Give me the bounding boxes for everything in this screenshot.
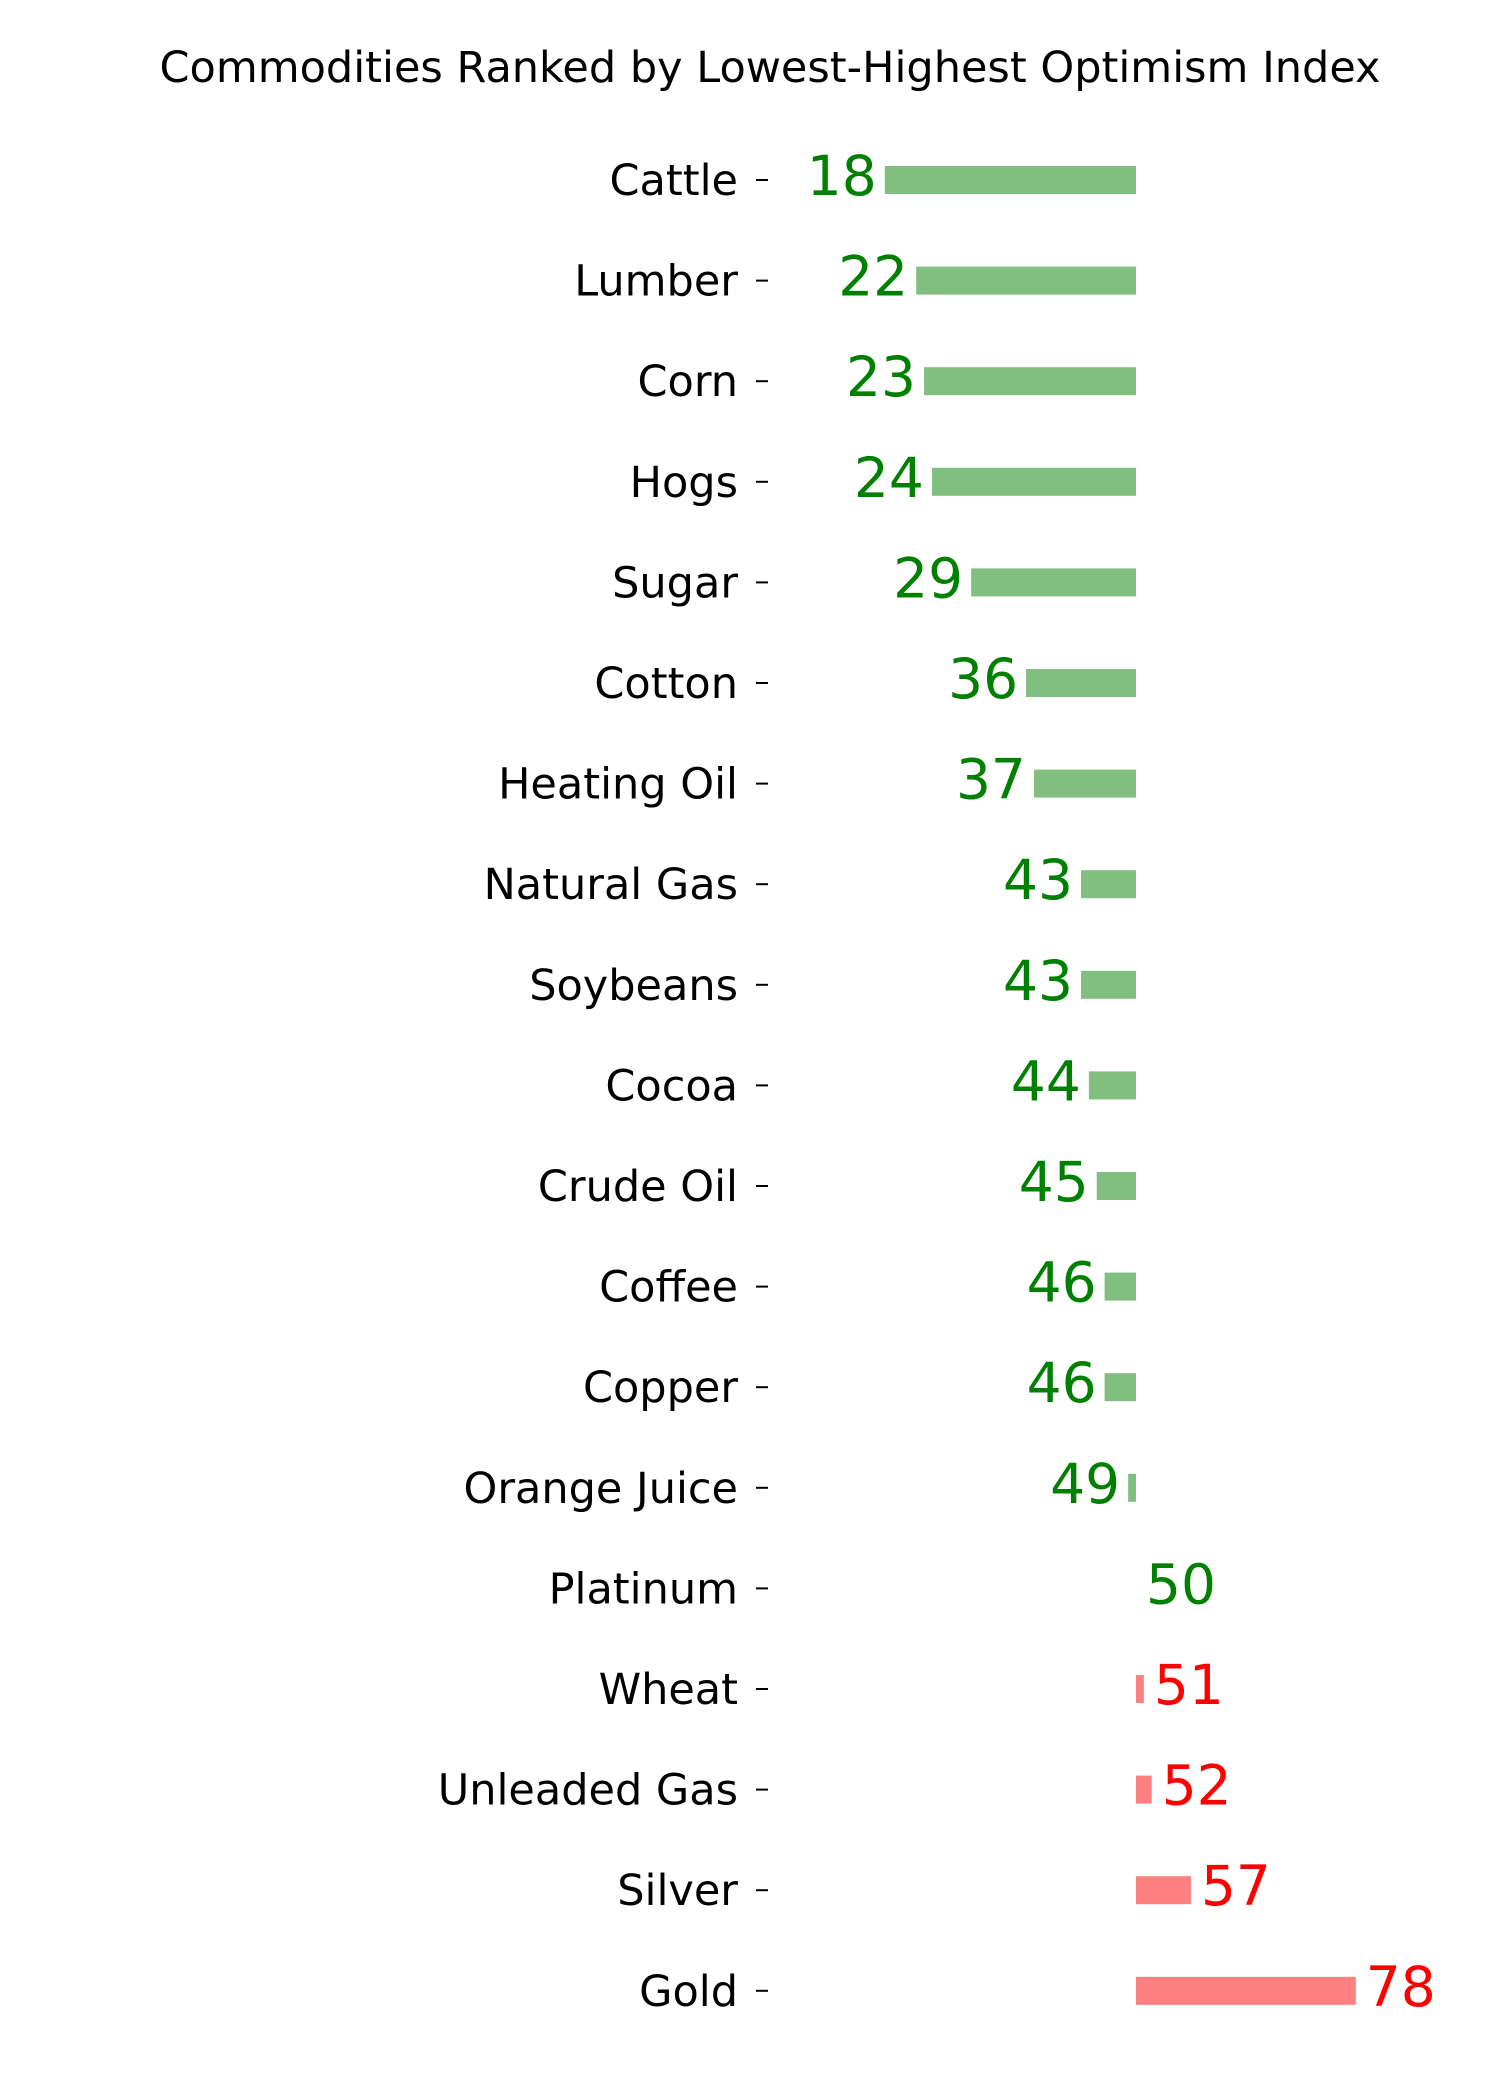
bar-copper	[1104, 1373, 1136, 1402]
value-label-coffee: 46	[1027, 1251, 1097, 1315]
category-label-orange-juice: Orange Juice	[463, 1464, 738, 1514]
bar-silver	[1136, 1876, 1191, 1905]
value-label-silver: 57	[1201, 1854, 1271, 1918]
bar-soybeans	[1081, 970, 1136, 999]
bar-cocoa	[1088, 1071, 1136, 1100]
value-label-hogs: 24	[854, 446, 924, 510]
value-label-cocoa: 44	[1011, 1049, 1081, 1113]
value-labels-layer: 18 22 23 24 29 36 37 43 43 44 45 46 46 49 50 51 52 57 78	[807, 144, 1436, 2019]
category-label-hogs: Hogs	[630, 458, 738, 508]
category-label-coffee: Coffee	[599, 1263, 738, 1313]
category-label-crude-oil: Crude Oil	[538, 1162, 738, 1212]
category-label-heating-oil: Heating Oil	[498, 760, 738, 810]
category-label-wheat: Wheat	[599, 1665, 738, 1715]
value-label-heating-oil: 37	[956, 748, 1026, 812]
category-label-cotton: Cotton	[594, 659, 738, 709]
value-label-natural-gas: 43	[1003, 848, 1073, 912]
category-label-corn: Corn	[637, 357, 738, 407]
value-label-crude-oil: 45	[1019, 1150, 1089, 1214]
ticks-layer	[756, 179, 768, 1992]
value-label-cattle: 18	[807, 144, 877, 208]
bar-wheat	[1136, 1675, 1144, 1703]
bar-unleaded-gas	[1136, 1775, 1152, 1804]
category-label-natural-gas: Natural Gas	[484, 860, 738, 910]
category-label-cocoa: Cocoa	[605, 1061, 738, 1111]
bars-layer	[884, 166, 1356, 2005]
bar-sugar	[971, 568, 1136, 597]
value-label-copper: 46	[1027, 1351, 1097, 1415]
chart-title: Commodities Ranked by Lowest-Highest Opt…	[160, 43, 1381, 93]
bar-natural-gas	[1081, 870, 1136, 899]
value-label-corn: 23	[846, 345, 916, 409]
value-label-platinum: 50	[1146, 1552, 1216, 1616]
value-label-unleaded-gas: 52	[1162, 1754, 1232, 1818]
value-label-gold: 78	[1366, 1955, 1436, 2019]
bar-orange-juice	[1128, 1473, 1136, 1502]
value-label-soybeans: 43	[1003, 949, 1073, 1013]
value-label-wheat: 51	[1154, 1653, 1224, 1717]
bar-cotton	[1026, 669, 1136, 697]
category-label-soybeans: Soybeans	[529, 961, 738, 1011]
bar-heating-oil	[1033, 769, 1136, 798]
category-label-copper: Copper	[583, 1363, 738, 1413]
category-labels-layer: Cattle Lumber Corn Hogs Sugar Cotton Heating O…	[438, 156, 739, 2017]
value-label-orange-juice: 49	[1050, 1452, 1120, 1516]
category-label-lumber: Lumber	[574, 257, 738, 307]
bar-cattle	[884, 166, 1136, 194]
bar-coffee	[1104, 1272, 1136, 1301]
bar-lumber	[916, 266, 1136, 295]
value-label-sugar: 29	[893, 546, 963, 610]
bar-corn	[924, 367, 1136, 396]
category-label-sugar: Sugar	[612, 558, 738, 608]
value-label-cotton: 36	[948, 647, 1018, 711]
category-label-gold: Gold	[639, 1967, 738, 2017]
bar-gold	[1136, 1976, 1356, 2005]
bar-hogs	[931, 467, 1136, 496]
value-label-lumber: 22	[838, 245, 908, 309]
category-label-platinum: Platinum	[549, 1564, 738, 1614]
category-label-unleaded-gas: Unleaded Gas	[438, 1766, 738, 1816]
category-label-cattle: Cattle	[610, 156, 739, 206]
category-label-silver: Silver	[617, 1866, 738, 1916]
bar-crude-oil	[1096, 1172, 1136, 1200]
